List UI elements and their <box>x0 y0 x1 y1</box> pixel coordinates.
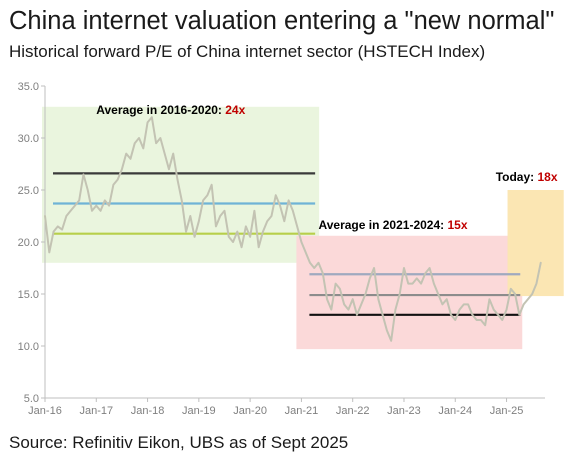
band-label-text: Today: <box>496 170 538 184</box>
x-tick-label: Jan-18 <box>131 405 165 417</box>
x-tick-label: Jan-25 <box>490 405 524 417</box>
y-tick-label: 35.0 <box>18 81 39 93</box>
band-label-text: Average in 2016-2020: <box>96 103 225 117</box>
band-value: 24x <box>225 103 245 117</box>
chart-source: Source: Refinitiv Eikon, UBS as of Sept … <box>9 433 349 452</box>
band-label: Average in 2021-2024: 15x <box>319 218 468 232</box>
band-label-text: Average in 2021-2024: <box>319 218 448 232</box>
x-tick-label: Jan-24 <box>438 405 472 417</box>
chart-subtitle: Historical forward P/E of China internet… <box>9 42 486 61</box>
series-line-hstech-pe <box>44 116 542 342</box>
band-2016-2020 <box>42 106 320 263</box>
band-value: 18x <box>537 170 557 184</box>
y-tick-label: 20.0 <box>18 237 39 249</box>
y-tick-label: 5.0 <box>24 393 39 405</box>
band-value: 15x <box>447 218 467 232</box>
x-tick-label: Jan-21 <box>285 405 319 417</box>
x-tick-label: Jan-19 <box>182 405 216 417</box>
x-tick-label: Jan-23 <box>387 405 421 417</box>
band-2021-2024 <box>296 235 523 350</box>
x-tick-label: Jan-16 <box>28 405 62 417</box>
band-label: Today: 18x <box>496 170 558 184</box>
band-label: Average in 2016-2020: 24x <box>96 103 245 117</box>
y-tick-label: 15.0 <box>18 289 39 301</box>
x-tick-label: Jan-20 <box>233 405 267 417</box>
x-tick-label: Jan-17 <box>79 405 113 417</box>
band-today <box>507 190 564 297</box>
y-tick-label: 30.0 <box>18 133 39 145</box>
x-tick-label: Jan-22 <box>336 405 370 417</box>
chart-title: China internet valuation entering a "new… <box>9 7 555 35</box>
y-tick-label: 10.0 <box>18 341 39 353</box>
y-tick-label: 25.0 <box>18 185 39 197</box>
